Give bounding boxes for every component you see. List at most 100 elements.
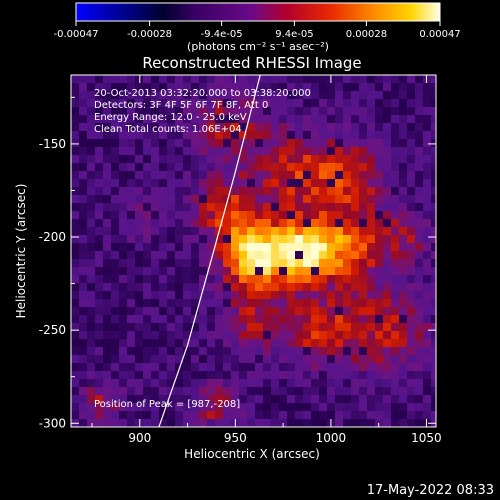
heatmap-cell bbox=[271, 179, 279, 187]
heatmap-cell bbox=[231, 259, 239, 267]
heatmap-cell bbox=[343, 339, 351, 347]
heatmap-cell bbox=[303, 107, 311, 115]
heatmap-cell bbox=[375, 243, 383, 251]
heatmap-cell bbox=[239, 91, 247, 99]
heatmap-cell bbox=[391, 299, 399, 307]
heatmap-cell bbox=[383, 411, 391, 419]
heatmap-cell bbox=[391, 251, 399, 259]
heatmap-cell bbox=[279, 91, 287, 99]
heatmap-cell bbox=[399, 187, 407, 195]
heatmap-cell bbox=[111, 155, 119, 163]
heatmap-cell bbox=[215, 267, 223, 275]
heatmap-cell bbox=[143, 363, 151, 371]
heatmap-cell bbox=[423, 307, 431, 315]
heatmap-cell bbox=[199, 339, 207, 347]
heatmap-cell bbox=[95, 267, 103, 275]
heatmap-cell bbox=[295, 99, 303, 107]
heatmap-cell bbox=[183, 171, 191, 179]
heatmap-cell bbox=[255, 283, 263, 291]
heatmap-cell bbox=[159, 363, 167, 371]
heatmap-cell bbox=[367, 259, 375, 267]
heatmap-cell bbox=[303, 83, 311, 91]
heatmap-cell bbox=[375, 395, 383, 403]
heatmap-cell bbox=[375, 211, 383, 219]
heatmap-cell bbox=[343, 323, 351, 331]
heatmap-cell bbox=[311, 139, 319, 147]
heatmap-cell bbox=[191, 363, 199, 371]
heatmap-cell bbox=[399, 115, 407, 123]
heatmap-cell bbox=[175, 259, 183, 267]
heatmap-cell bbox=[103, 331, 111, 339]
heatmap-cell bbox=[151, 171, 159, 179]
heatmap-cell bbox=[343, 395, 351, 403]
heatmap-cell bbox=[167, 403, 175, 411]
heatmap-cell bbox=[351, 211, 359, 219]
heatmap-cell bbox=[319, 171, 327, 179]
heatmap-cell bbox=[311, 323, 319, 331]
heatmap-cell bbox=[287, 147, 295, 155]
heatmap-cell bbox=[423, 131, 431, 139]
heatmap-cell bbox=[303, 147, 311, 155]
heatmap-cell bbox=[119, 91, 127, 99]
heatmap-cell bbox=[375, 139, 383, 147]
heatmap-cell bbox=[287, 363, 295, 371]
heatmap-cell bbox=[143, 275, 151, 283]
heatmap-cell bbox=[95, 123, 103, 131]
heatmap-cell bbox=[183, 323, 191, 331]
heatmap-cell bbox=[295, 371, 303, 379]
heatmap-cell bbox=[415, 83, 423, 91]
heatmap-cell bbox=[191, 75, 199, 83]
heatmap-cell bbox=[127, 395, 135, 403]
heatmap-cell bbox=[159, 107, 167, 115]
heatmap-cell bbox=[95, 195, 103, 203]
heatmap-cell bbox=[119, 187, 127, 195]
heatmap-cell bbox=[391, 219, 399, 227]
heatmap-cell bbox=[135, 339, 143, 347]
heatmap-cell bbox=[151, 131, 159, 139]
heatmap-cell bbox=[407, 307, 415, 315]
heatmap-cell bbox=[223, 171, 231, 179]
heatmap-cell bbox=[391, 187, 399, 195]
heatmap-cell bbox=[183, 267, 191, 275]
heatmap-cell bbox=[319, 355, 327, 363]
heatmap-cell bbox=[423, 91, 431, 99]
heatmap-cell bbox=[279, 307, 287, 315]
heatmap-cell bbox=[255, 91, 263, 99]
heatmap-cell bbox=[431, 211, 436, 219]
heatmap-cell bbox=[327, 331, 335, 339]
heatmap-cell bbox=[167, 171, 175, 179]
heatmap-cell bbox=[423, 379, 431, 387]
heatmap-cell bbox=[375, 355, 383, 363]
heatmap-cell bbox=[423, 179, 431, 187]
heatmap-cell bbox=[399, 243, 407, 251]
heatmap-cell bbox=[167, 147, 175, 155]
heatmap-cell bbox=[207, 75, 215, 83]
heatmap-cell bbox=[191, 379, 199, 387]
heatmap-cell bbox=[367, 139, 375, 147]
heatmap-cell bbox=[431, 83, 436, 91]
heatmap-cell bbox=[207, 83, 215, 91]
heatmap-cell bbox=[359, 251, 367, 259]
heatmap-cell bbox=[103, 227, 111, 235]
heatmap-cell bbox=[231, 379, 239, 387]
heatmap-cell bbox=[287, 187, 295, 195]
heatmap-cell bbox=[135, 379, 143, 387]
heatmap-cell bbox=[239, 355, 247, 363]
heatmap-cell bbox=[359, 187, 367, 195]
heatmap-cell bbox=[247, 91, 255, 99]
heatmap-cell bbox=[391, 259, 399, 267]
heatmap-cell bbox=[119, 211, 127, 219]
heatmap-cell bbox=[255, 331, 263, 339]
heatmap-cell bbox=[223, 323, 231, 331]
heatmap-cell bbox=[191, 371, 199, 379]
heatmap-cell bbox=[143, 75, 151, 83]
heatmap-cell bbox=[119, 107, 127, 115]
heatmap-cell bbox=[79, 259, 87, 267]
heatmap-cell bbox=[327, 251, 335, 259]
heatmap-cell bbox=[127, 419, 135, 427]
heatmap-cell bbox=[159, 379, 167, 387]
heatmap-cell bbox=[223, 75, 231, 83]
heatmap-cell bbox=[95, 307, 103, 315]
heatmap-cell bbox=[151, 259, 159, 267]
heatmap-cell bbox=[431, 371, 436, 379]
